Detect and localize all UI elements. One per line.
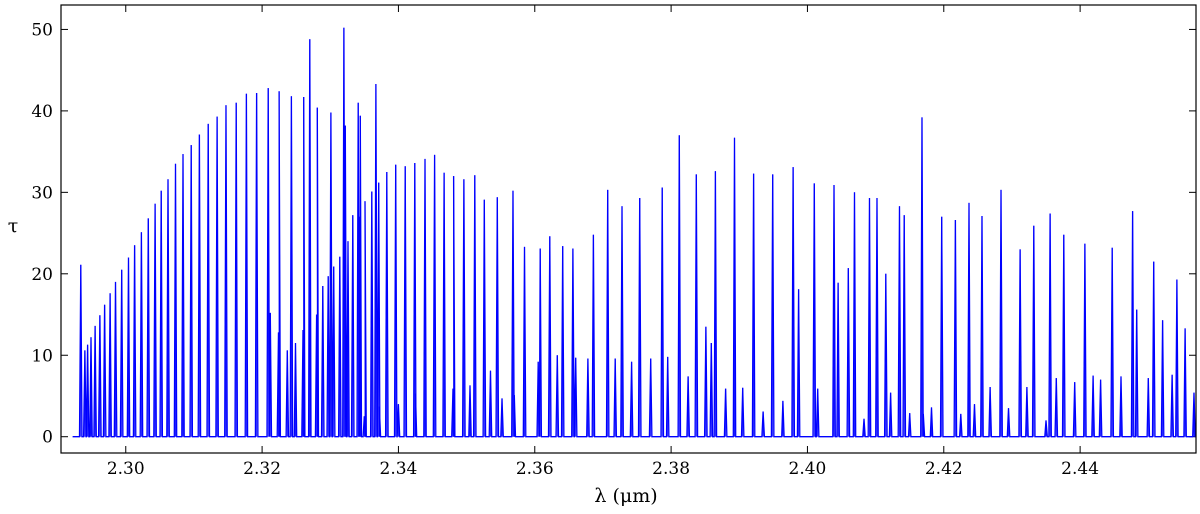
x-tick-label: 2.36 — [516, 459, 554, 479]
y-tick-label: 40 — [31, 102, 53, 122]
x-tick-label: 2.30 — [107, 459, 145, 479]
y-tick-label: 20 — [31, 265, 53, 285]
plot-background — [61, 5, 1196, 453]
x-tick-label: 2.38 — [652, 459, 690, 479]
x-tick-label: 2.42 — [925, 459, 963, 479]
x-tick-label: 2.34 — [380, 459, 418, 479]
plot-frame — [60, 4, 1197, 454]
ticks-layer: 2.30 2.32 2.34 2.36 2.38 2.40 2.42 2.44 0 10 20 30 4… — [31, 5, 1196, 479]
y-tick-label: 0 — [42, 428, 53, 448]
y-tick-label: 50 — [31, 20, 53, 40]
x-tick-label: 2.40 — [789, 459, 827, 479]
y-tick-label: 10 — [31, 346, 53, 366]
line-layer — [72, 27, 1196, 438]
x-tick-label: 2.44 — [1061, 459, 1099, 479]
y-axis-label: τ — [8, 215, 19, 237]
x-axis-label: λ (μm) — [594, 485, 657, 507]
x-tick-label: 2.32 — [243, 459, 281, 479]
y-tick-label: 30 — [31, 183, 53, 203]
